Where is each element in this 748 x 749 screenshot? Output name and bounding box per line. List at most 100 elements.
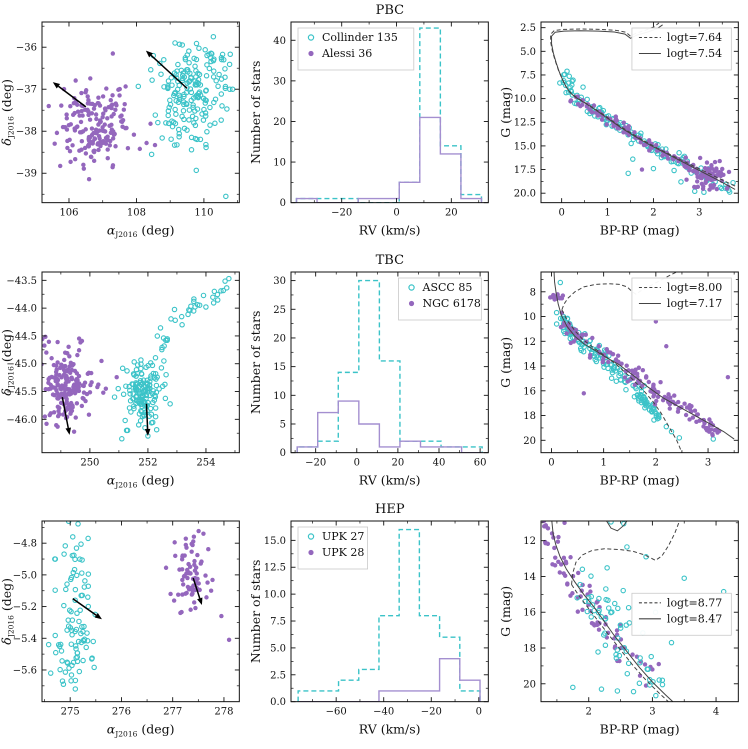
svg-text:−44.5: −44.5: [6, 331, 37, 342]
proper-motion-arrow: [72, 598, 102, 620]
panel-hep-cmd: 2 3 4 12 14 16 18 20 BP-RP (mag) G (mag) logt=8.77…: [499, 499, 748, 749]
svg-text:14: 14: [523, 361, 536, 372]
panel-hep-positions: 275 276 277 278 −4.8 −5.0 −5.2 −5.4 −5.6 αJ2016 (…: [0, 499, 249, 749]
svg-text:10: 10: [523, 312, 536, 323]
svg-text:277: 277: [163, 707, 182, 718]
svg-text:254: 254: [196, 457, 215, 468]
axis-ticks: −60 −40 −20 0 0.0 2.5 5.0 7.5 10.0 12.5 15.0: [264, 521, 489, 718]
svg-text:20: 20: [274, 333, 287, 344]
svg-text:UPK 28: UPK 28: [322, 546, 364, 559]
svg-text:−39: −39: [16, 169, 37, 180]
svg-text:2: 2: [650, 208, 656, 219]
isochrone: [570, 584, 669, 702]
axis-ticks: −20 0 20 0 10 20 30 40: [274, 21, 489, 219]
series-alessi-36: [46, 51, 158, 182]
svg-text:1: 1: [604, 208, 610, 219]
svg-text:252: 252: [138, 457, 157, 468]
isochrone: [550, 24, 736, 190]
y-axis-label: G (mag): [499, 586, 513, 637]
svg-text:−20: −20: [305, 457, 326, 468]
isochrone: [550, 521, 673, 702]
svg-text:3: 3: [696, 208, 702, 219]
svg-text:7.5: 7.5: [270, 617, 286, 628]
legend: UPK 27 UPK 28: [297, 526, 369, 570]
x-axis-label: αJ2016 (deg): [107, 223, 175, 240]
pbc-cmd-chart: 0 1 2 3 2.5 5.0 7.5 10.0 12.5 15.0 17.5 20.0 BP-RP (…: [499, 21, 739, 238]
svg-text:276: 276: [112, 707, 131, 718]
svg-text:0: 0: [394, 208, 400, 219]
x-axis-label: BP-RP (mag): [599, 722, 679, 737]
svg-text:15.0: 15.0: [264, 536, 286, 547]
proper-motion-arrow: [192, 578, 203, 606]
svg-text:10: 10: [274, 158, 287, 169]
svg-text:12.5: 12.5: [513, 118, 535, 129]
plot-area: [549, 22, 736, 196]
axis-ticks: −20 0 20 40 60 0 5 10 15 20 25 30: [274, 271, 489, 468]
group-title-pbc: PBC: [375, 3, 405, 18]
svg-text:0: 0: [548, 457, 554, 468]
proper-motion-arrow: [145, 50, 188, 89]
axis-ticks: 106 108 110 −36 −37 −38 −39: [16, 21, 240, 219]
svg-text:−45.5: −45.5: [6, 387, 37, 398]
legend: Collinder 135 Alessi 36: [297, 27, 415, 71]
plot-area: [541, 521, 727, 702]
series-alessi-36: [567, 94, 731, 192]
svg-text:logt=7.17: logt=7.17: [667, 297, 722, 310]
svg-text:5: 5: [280, 419, 286, 430]
x-axis-label: αJ2016 (deg): [107, 722, 175, 739]
y-axis-label: Number of stars: [249, 560, 263, 664]
svg-text:15.0: 15.0: [513, 141, 535, 152]
svg-text:2.5: 2.5: [520, 23, 536, 34]
svg-text:0: 0: [280, 198, 286, 209]
svg-text:60: 60: [474, 457, 487, 468]
svg-text:16: 16: [523, 386, 536, 397]
legend: ASCC 85 NGC 6178: [398, 277, 483, 321]
svg-text:2.5: 2.5: [270, 671, 286, 682]
svg-text:18: 18: [523, 411, 536, 422]
hist-upk-27: [297, 529, 482, 702]
svg-text:5.0: 5.0: [270, 644, 286, 655]
svg-text:20: 20: [523, 680, 536, 691]
svg-text:12: 12: [523, 336, 536, 347]
svg-text:logt=8.47: logt=8.47: [667, 613, 722, 626]
x-axis-label: BP-RP (mag): [599, 472, 679, 487]
panel-hep-rv-histogram: HEP −60 −40 −20 0 0.0 2.5 5.0 7.5 10.0 12.5 15.0 RV…: [249, 499, 498, 749]
pbc-rv-histogram-chart: −20 0 20 0 10 20 30 40 RV (km/s) Number of stars C…: [249, 21, 490, 238]
hep-cmd-chart: 2 3 4 12 14 16 18 20 BP-RP (mag) G (mag) logt=8.77…: [499, 520, 739, 737]
x-axis-label: αJ2016 (deg): [107, 472, 175, 489]
svg-text:−5.0: −5.0: [13, 571, 37, 582]
tbc-rv-histogram-chart: −20 0 20 40 60 0 5 10 15 20 25 30 RV (km/s) Number of…: [249, 271, 490, 487]
svg-text:7.5: 7.5: [520, 70, 536, 81]
svg-text:UPK 27: UPK 27: [322, 530, 364, 543]
x-axis-label: RV (km/s): [359, 223, 421, 238]
svg-text:NGC 6178: NGC 6178: [423, 297, 481, 310]
svg-text:logt=7.54: logt=7.54: [667, 47, 722, 60]
svg-text:logt=7.64: logt=7.64: [667, 31, 722, 44]
svg-text:−60: −60: [326, 707, 347, 718]
x-axis-label: BP-RP (mag): [599, 223, 679, 238]
svg-text:106: 106: [59, 208, 78, 219]
svg-text:5.0: 5.0: [520, 47, 536, 58]
panel-tbc-cmd: 0 1 2 3 8 10 12 14 16 18 20 BP-RP (mag) G (mag) logt=…: [499, 250, 748, 500]
svg-text:40: 40: [433, 457, 446, 468]
svg-text:40: 40: [274, 36, 287, 47]
svg-text:20: 20: [445, 208, 458, 219]
panel-pbc-rv-histogram: PBC −20 0 20 0 10 20 30 40 RV (km/s) Number of st…: [249, 0, 498, 250]
y-axis-label: Number of stars: [249, 61, 263, 164]
svg-text:4: 4: [713, 707, 719, 718]
pbc-positions-chart: 106 108 110 −36 −37 −38 −39 αJ2016 (deg) δJ2016 …: [0, 21, 240, 240]
x-axis-label: RV (km/s): [359, 472, 421, 487]
panel-tbc-positions: 250 252 254 −43.5 −44.0 −44.5 −45.0 −45.5 −46.0 α…: [0, 250, 249, 500]
hep-positions-chart: 275 276 277 278 −4.8 −5.0 −5.2 −5.4 −5.6 αJ2016 (…: [0, 520, 240, 739]
plot-area: [296, 279, 484, 453]
hist-ngc-6178: [296, 400, 483, 453]
plot-area: [45, 521, 232, 693]
svg-text:20: 20: [523, 435, 536, 446]
panel-pbc-positions: 106 108 110 −36 −37 −38 −39 αJ2016 (deg) δJ2016 …: [0, 0, 249, 250]
isochrone: [553, 271, 735, 440]
series-upk-27: [45, 521, 98, 693]
svg-text:0.0: 0.0: [270, 697, 286, 708]
series-ascc-85: [111, 275, 232, 442]
